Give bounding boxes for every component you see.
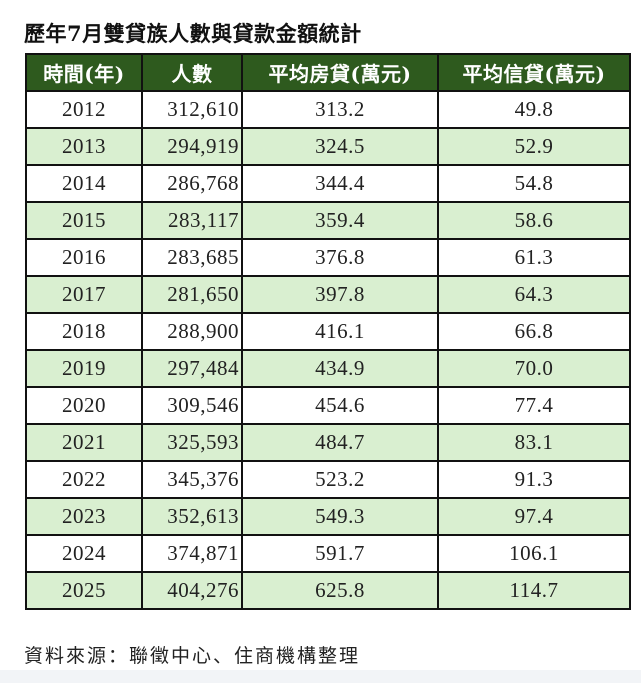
cell-count: 286,768	[141, 164, 243, 203]
header-avg-credit-loan: 平均信貸(萬元)	[437, 53, 631, 92]
cell-avg-credit-loan: 61.3	[437, 238, 631, 277]
cell-avg-credit-loan: 77.4	[437, 386, 631, 425]
cell-year: 2024	[25, 534, 143, 573]
cell-avg-mortgage: 523.2	[241, 460, 439, 499]
cell-avg-credit-loan: 97.4	[437, 497, 631, 536]
table-row: 2025 404,276 625.8 114.7	[25, 571, 631, 610]
table-row: 2021 325,593 484.7 83.1	[25, 423, 631, 462]
cell-avg-mortgage: 359.4	[241, 201, 439, 240]
table-row: 2020 309,546 454.6 77.4	[25, 386, 631, 425]
table-row: 2016 283,685 376.8 61.3	[25, 238, 631, 277]
cell-avg-mortgage: 484.7	[241, 423, 439, 462]
cell-avg-credit-loan: 58.6	[437, 201, 631, 240]
cell-count: 404,276	[141, 571, 243, 610]
cell-avg-mortgage: 376.8	[241, 238, 439, 277]
table-row: 2023 352,613 549.3 97.4	[25, 497, 631, 536]
cell-year: 2015	[25, 201, 143, 240]
cell-avg-credit-loan: 106.1	[437, 534, 631, 573]
cell-count: 283,685	[141, 238, 243, 277]
header-count: 人數	[141, 53, 243, 92]
cell-year: 2020	[25, 386, 143, 425]
loan-stats-table: 時間(年) 人數 平均房貸(萬元) 平均信貸(萬元) 2012 312,610 …	[25, 53, 631, 610]
cell-count: 283,117	[141, 201, 243, 240]
cell-avg-credit-loan: 70.0	[437, 349, 631, 388]
cell-count: 352,613	[141, 497, 243, 536]
cell-year: 2016	[25, 238, 143, 277]
cell-year: 2017	[25, 275, 143, 314]
cell-count: 281,650	[141, 275, 243, 314]
cell-avg-mortgage: 625.8	[241, 571, 439, 610]
cell-avg-credit-loan: 91.3	[437, 460, 631, 499]
table-row: 2015 283,117 359.4 58.6	[25, 201, 631, 240]
cell-avg-mortgage: 416.1	[241, 312, 439, 351]
cell-avg-credit-loan: 54.8	[437, 164, 631, 203]
cell-count: 297,484	[141, 349, 243, 388]
cell-avg-credit-loan: 52.9	[437, 127, 631, 166]
table-row: 2024 374,871 591.7 106.1	[25, 534, 631, 573]
table-row: 2017 281,650 397.8 64.3	[25, 275, 631, 314]
cell-count: 325,593	[141, 423, 243, 462]
cell-avg-mortgage: 397.8	[241, 275, 439, 314]
cell-year: 2025	[25, 571, 143, 610]
cell-count: 309,546	[141, 386, 243, 425]
header-row: 時間(年) 人數 平均房貸(萬元) 平均信貸(萬元)	[25, 53, 631, 92]
table-row: 2014 286,768 344.4 54.8	[25, 164, 631, 203]
table-row: 2019 297,484 434.9 70.0	[25, 349, 631, 388]
cell-avg-mortgage: 434.9	[241, 349, 439, 388]
cell-avg-mortgage: 324.5	[241, 127, 439, 166]
cell-avg-mortgage: 344.4	[241, 164, 439, 203]
table-row: 2022 345,376 523.2 91.3	[25, 460, 631, 499]
cell-avg-credit-loan: 114.7	[437, 571, 631, 610]
cell-avg-mortgage: 591.7	[241, 534, 439, 573]
cell-avg-mortgage: 454.6	[241, 386, 439, 425]
cell-avg-mortgage: 549.3	[241, 497, 439, 536]
header-avg-mortgage: 平均房貸(萬元)	[241, 53, 439, 92]
cell-count: 345,376	[141, 460, 243, 499]
cell-year: 2023	[25, 497, 143, 536]
cell-avg-mortgage: 313.2	[241, 90, 439, 129]
cell-count: 288,900	[141, 312, 243, 351]
cell-avg-credit-loan: 64.3	[437, 275, 631, 314]
cell-avg-credit-loan: 83.1	[437, 423, 631, 462]
cell-count: 374,871	[141, 534, 243, 573]
cell-year: 2019	[25, 349, 143, 388]
data-source-note: 資料來源：聯徵中心、住商機構整理	[24, 645, 361, 667]
cell-year: 2012	[25, 90, 143, 129]
table-row: 2012 312,610 313.2 49.8	[25, 90, 631, 129]
cell-year: 2022	[25, 460, 143, 499]
cell-avg-credit-loan: 66.8	[437, 312, 631, 351]
cell-year: 2021	[25, 423, 143, 462]
cell-year: 2013	[25, 127, 143, 166]
cell-year: 2018	[25, 312, 143, 351]
cell-avg-credit-loan: 49.8	[437, 90, 631, 129]
header-year: 時間(年)	[25, 53, 143, 92]
table-row: 2013 294,919 324.5 52.9	[25, 127, 631, 166]
cell-year: 2014	[25, 164, 143, 203]
cell-count: 312,610	[141, 90, 243, 129]
footer-band	[0, 670, 641, 683]
table-row: 2018 288,900 416.1 66.8	[25, 312, 631, 351]
cell-count: 294,919	[141, 127, 243, 166]
table-title: 歷年7月雙貸族人數與貸款金額統計	[24, 21, 362, 46]
